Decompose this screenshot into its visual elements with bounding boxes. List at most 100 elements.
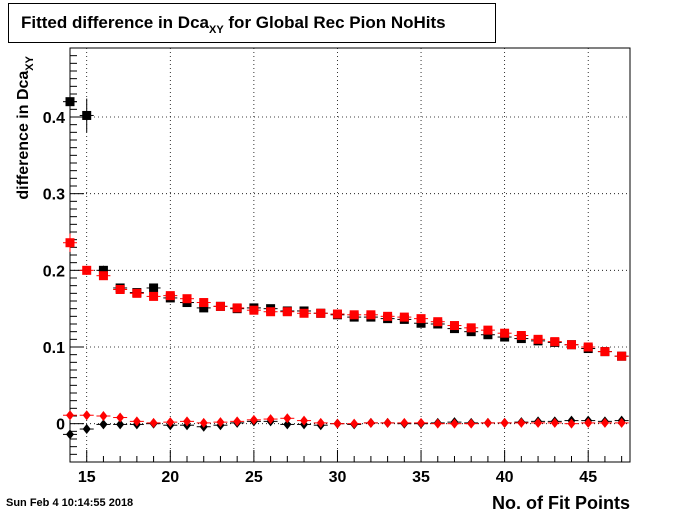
x-tick-label: 40 [496,469,514,486]
data-point-diamond [283,413,292,424]
data-point-diamond [166,417,175,428]
data-point-square [483,325,493,335]
data-point-square [215,301,225,311]
data-point-square [149,283,159,293]
x-tick-label: 30 [329,469,347,486]
data-point-diamond [66,410,74,421]
chart-title-main: Fitted difference in Dca [21,13,209,32]
data-point-diamond [99,411,108,421]
chart-title-rest: for Global Rec Pion NoHits [223,13,446,32]
x-tick-label: 25 [245,469,263,486]
data-point-diamond [567,418,576,429]
x-tick-label: 20 [161,469,179,486]
data-point-square [65,97,75,107]
data-point-diamond [433,418,442,429]
data-point-square [416,314,426,324]
data-point-diamond [534,417,543,428]
chart-title: Fitted difference in DcaXY for Global Re… [8,3,496,43]
data-point-diamond [66,429,74,440]
data-point-square [349,310,359,320]
data-point-square [132,288,142,298]
data-point-diamond [550,417,559,428]
x-tick-label: 45 [579,469,597,486]
data-point-square [266,307,276,317]
data-point-diamond [450,418,459,429]
data-point-square [199,298,209,308]
data-point-diamond [584,417,593,428]
data-point-square [65,238,75,248]
data-point-square [533,334,543,344]
y-tick-label: 0.3 [43,187,65,204]
data-point-diamond [99,419,108,430]
y-tick-label: 0 [56,417,65,434]
data-point-diamond [116,412,125,423]
data-point-square [232,303,242,313]
data-point-square [115,285,125,294]
x-tick-label: 35 [412,469,430,486]
x-tick-label: 15 [78,469,96,486]
data-point-square [165,291,175,301]
data-point-diamond [417,417,426,428]
data-point-diamond [467,418,476,429]
data-point-diamond [483,417,492,428]
data-point-square [516,331,526,340]
data-point-diamond [517,417,526,428]
timestamp: Sun Feb 4 10:14:55 2018 [6,497,134,509]
data-point-square [433,317,443,327]
data-point-square [583,342,593,352]
data-point-square [98,271,108,281]
data-point-square [332,309,342,319]
data-point-square [316,308,326,318]
data-point-diamond [266,414,275,425]
data-point-diamond [350,418,359,429]
data-point-square [550,337,560,347]
data-point-diamond [500,417,509,428]
data-point-diamond [82,424,91,435]
data-point-diamond [333,418,342,429]
data-point-square [466,323,476,333]
data-point-diamond [132,416,141,427]
chart-title-sub: XY [208,24,224,36]
data-point-diamond [199,417,208,428]
data-point-square [299,308,309,318]
data-point-diamond [183,416,192,427]
y-axis-label-main: difference in Dca [15,71,32,200]
data-point-square [366,310,376,320]
data-point-diamond [233,416,242,427]
data-point-square [249,305,259,315]
data-point-diamond [82,410,91,421]
data-point-diamond [617,417,626,428]
data-point-square [82,110,92,120]
data-point-square [449,321,459,331]
data-point-square [416,318,426,328]
y-tick-label: 0.2 [43,263,65,280]
data-point-square [149,291,159,301]
data-point-diamond [249,414,258,425]
data-point-diamond [366,417,375,428]
data-point-square [617,351,627,361]
data-point-diamond [149,417,158,428]
data-point-square [383,311,393,321]
data-point-square [500,328,510,338]
data-point-square [182,294,192,304]
data-point-square [600,347,610,357]
data-point-square [98,265,108,275]
data-point-square [82,265,92,275]
x-axis-label: No. of Fit Points [492,493,630,513]
y-tick-label: 0.4 [43,110,65,127]
data-point-square [282,307,292,317]
plot-frame [69,47,631,463]
data-point-diamond [216,417,225,428]
data-point-diamond [400,417,409,428]
data-point-square [199,303,209,313]
data-point-square [483,330,493,340]
data-point-diamond [383,417,392,428]
y-axis-label: difference in DcaXY [15,55,36,199]
data-point-square [566,340,576,350]
data-point-square [399,312,409,322]
data-point-diamond [300,415,309,426]
data-point-diamond [116,419,125,430]
y-tick-label: 0.1 [43,340,65,357]
y-axis-label-sub: XY [24,55,36,70]
